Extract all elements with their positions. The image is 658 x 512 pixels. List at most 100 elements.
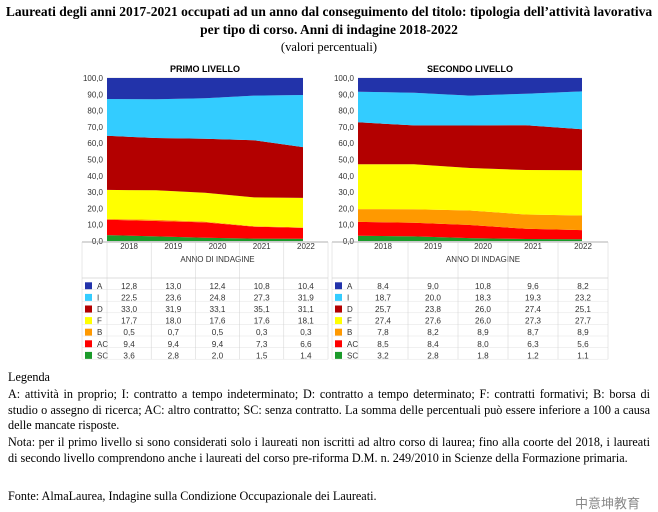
- area-series-F: [358, 164, 582, 216]
- table-value: 2,8: [168, 351, 180, 360]
- x-tick-label: 2021: [253, 242, 271, 251]
- legend-swatch-F: [85, 317, 92, 325]
- legend-swatch-A: [85, 282, 92, 290]
- table-value: 12,8: [121, 282, 137, 291]
- table-value: 8,2: [427, 328, 439, 337]
- table-value: 22,5: [121, 293, 137, 302]
- table-value: 10,4: [298, 282, 314, 291]
- area-series-A: [107, 78, 303, 100]
- legend-swatch-B: [335, 328, 342, 336]
- table-value: 23,2: [575, 293, 591, 302]
- y-tick-label: 10,0: [87, 221, 103, 230]
- y-tick-label: 20,0: [87, 204, 103, 213]
- table-value: 5,6: [577, 340, 589, 349]
- y-tick-label: 0,0: [92, 237, 104, 246]
- table-value: 31,1: [298, 305, 314, 314]
- table-value: 12,4: [210, 282, 226, 291]
- table-value: 26,0: [475, 305, 491, 314]
- table-value: 3,2: [377, 351, 389, 360]
- table-value: 27,4: [525, 305, 541, 314]
- y-tick-label: 70,0: [338, 123, 354, 132]
- charts-canvas: PRIMO LIVELLO 0,0 10,0 20,0 30,0 40,0 50,0 60,0…: [81, 64, 609, 360]
- table-value: 9,0: [427, 282, 439, 291]
- x-tick-label: 2019: [424, 242, 442, 251]
- y-tick-label: 10,0: [338, 221, 354, 230]
- table-value: 9,4: [168, 340, 180, 349]
- y-tick-label: 50,0: [87, 156, 103, 165]
- legend-label-F: F: [97, 317, 102, 326]
- table-value: 1,4: [300, 351, 312, 360]
- panel-title-2: SECONDO LIVELLO: [427, 64, 513, 74]
- legend-heading: Legenda: [8, 370, 50, 384]
- x-tick-label: 2020: [474, 242, 492, 251]
- table-value: 23,8: [425, 305, 441, 314]
- area-series-I: [107, 95, 303, 148]
- table-value: 19,3: [525, 293, 541, 302]
- table-value: 7,8: [377, 328, 389, 337]
- table-value: 27,3: [254, 293, 270, 302]
- table-value: 8,5: [377, 340, 389, 349]
- table-value: 8,4: [427, 340, 439, 349]
- table-value: 2,8: [427, 351, 439, 360]
- y-tick-label: 60,0: [338, 139, 354, 148]
- legend-label-A: A: [347, 282, 353, 291]
- table-value: 8,4: [377, 282, 389, 291]
- table-value: 2,0: [212, 351, 224, 360]
- table-value: 23,6: [165, 293, 181, 302]
- panel-title-1: PRIMO LIVELLO: [170, 64, 240, 74]
- legend-label-SC: SC: [347, 351, 358, 360]
- table-value: 9,6: [527, 282, 539, 291]
- legend-label-SC: SC: [97, 351, 108, 360]
- area-series-AC: [358, 221, 582, 240]
- table-value: 27,6: [425, 317, 441, 326]
- table-value: 10,8: [254, 282, 270, 291]
- area-series-B: [107, 218, 303, 228]
- legend-swatch-F: [335, 317, 342, 325]
- table-value: 33,0: [121, 305, 137, 314]
- x-tick-label: 2022: [574, 242, 592, 251]
- figure-title-line-2: per tipo di corso. Anni di indagine 2018…: [200, 22, 458, 37]
- area-series-SC: [107, 235, 303, 241]
- table-value: 0,5: [212, 328, 224, 337]
- legend-swatch-SC: [335, 351, 342, 359]
- table-value: 3,6: [123, 351, 135, 360]
- table-value: 27,3: [525, 317, 541, 326]
- legend-label-I: I: [97, 293, 99, 302]
- y-tick-label: 20,0: [338, 204, 354, 213]
- table-value: 6,6: [300, 340, 312, 349]
- table-value: 6,3: [527, 340, 539, 349]
- table-value: 0,7: [168, 328, 180, 337]
- table-value: 31,9: [165, 305, 181, 314]
- table-value: 17,6: [210, 317, 226, 326]
- table-value: 13,0: [165, 282, 181, 291]
- table-value: 31,9: [298, 293, 314, 302]
- y-tick-label: 90,0: [338, 90, 354, 99]
- x-tick-label: 2018: [374, 242, 392, 251]
- table-value: 8,0: [477, 340, 489, 349]
- area-series-I: [358, 91, 582, 130]
- table-value: 9,4: [212, 340, 224, 349]
- legend-swatch-AC: [85, 340, 92, 348]
- y-tick-label: 80,0: [87, 107, 103, 116]
- legend-body: A: attività in proprio; I: contratto a t…: [8, 387, 650, 432]
- watermark: 中意坤教育: [574, 497, 640, 512]
- x-tick-label: 2019: [164, 242, 182, 251]
- x-axis-label: ANNO DI INDAGINE: [446, 255, 520, 264]
- table-value: 1,2: [527, 351, 539, 360]
- legend-swatch-A: [335, 282, 342, 290]
- area-series-D: [107, 135, 303, 198]
- legend-swatch-SC: [85, 351, 92, 359]
- y-tick-label: 40,0: [87, 172, 103, 181]
- legend-label-AC: AC: [97, 340, 108, 349]
- table-value: 8,9: [577, 328, 589, 337]
- y-tick-label: 90,0: [87, 90, 103, 99]
- table-value: 25,7: [375, 305, 391, 314]
- y-tick-label: 80,0: [338, 107, 354, 116]
- table-value: 8,2: [577, 282, 589, 291]
- y-tick-label: 70,0: [87, 123, 103, 132]
- table-value: 17,7: [121, 317, 137, 326]
- note-text: Nota: per il primo livello si sono consi…: [8, 435, 650, 465]
- y-tick-label: 100,0: [83, 74, 104, 83]
- table-value: 33,1: [210, 305, 226, 314]
- x-tick-label: 2021: [524, 242, 542, 251]
